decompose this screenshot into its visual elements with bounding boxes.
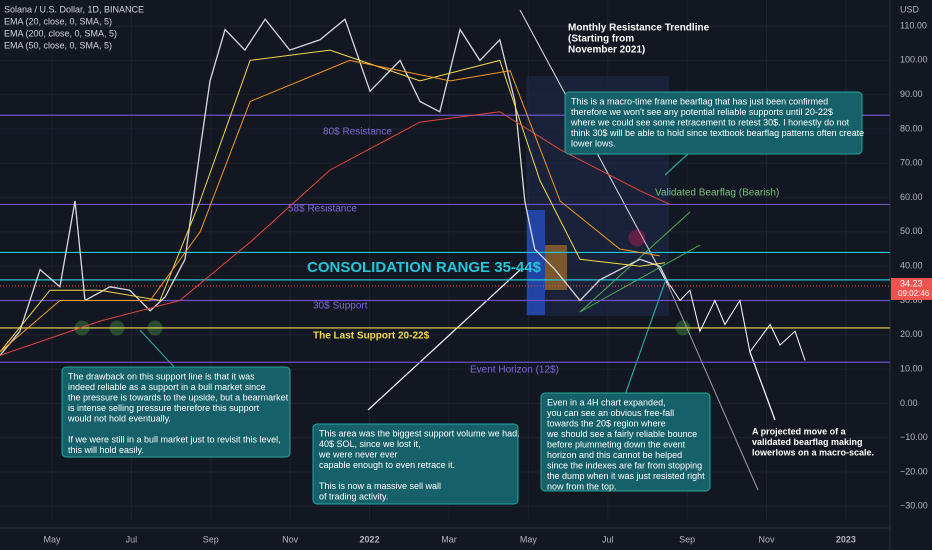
annotation-text: 40$ SOL, since we lost it, bbox=[319, 439, 421, 449]
x-tick-label: Jul bbox=[126, 534, 138, 544]
resistance-touch bbox=[628, 229, 646, 247]
y-tick-label: 60.00 bbox=[900, 192, 923, 202]
y-tick-label: 110.00 bbox=[900, 20, 927, 30]
annotation-text: would not hold eventually. bbox=[67, 413, 171, 423]
annotation-text: the dump when it was just resisted right bbox=[547, 471, 705, 481]
annotation-text: therefore we won't see any potential rel… bbox=[571, 107, 833, 117]
currency: USD bbox=[900, 4, 920, 14]
legend-entry: EMA (20, close, 0, SMA, 5) bbox=[4, 16, 112, 26]
bearflag-label: Validated Bearflag (Bearish) bbox=[655, 188, 779, 199]
x-tick-label: Nov bbox=[759, 534, 776, 544]
annotation-text: validated bearflag making bbox=[752, 437, 863, 447]
y-tick-label: 40.00 bbox=[900, 261, 923, 271]
annotation-text: This is a macro-time frame bearflag that… bbox=[571, 96, 828, 106]
y-tick-label: −20.00 bbox=[900, 466, 928, 476]
annotation-text: of trading activity. bbox=[319, 491, 388, 501]
level-label: 80$ Resistance bbox=[323, 127, 392, 138]
annotation-text: If we were still in a bull market just t… bbox=[68, 434, 281, 444]
x-tick-label: 2023 bbox=[836, 534, 856, 544]
annotation-text: This area was the biggest support volume… bbox=[319, 428, 520, 438]
arrow bbox=[749, 351, 776, 421]
legend-entry: Solana / U.S. Dollar, 1D, BINANCE bbox=[4, 4, 144, 14]
projection-line bbox=[669, 285, 806, 361]
annotation-text: now from the top. bbox=[547, 481, 617, 491]
x-tick-label: May bbox=[43, 534, 61, 544]
y-tick-label: −10.00 bbox=[900, 432, 928, 442]
annotation-text: horizon and this cannot be helped bbox=[547, 450, 682, 460]
annotation-text: is intense selling pressure therefore th… bbox=[68, 403, 260, 413]
annotation-text: lowerlows on a macro-scale. bbox=[752, 447, 874, 457]
annotation-text: the pressure is towards to the upside, b… bbox=[68, 392, 289, 402]
annotation-text: we were never ever bbox=[318, 449, 398, 459]
y-tick-label: 50.00 bbox=[900, 226, 923, 236]
annotation-text: towards the 20$ region where bbox=[547, 418, 666, 428]
last-price-tag bbox=[891, 277, 932, 300]
annotation-text: where we could see some retracement to r… bbox=[570, 117, 850, 127]
annotation-text: this will hold easily. bbox=[68, 445, 144, 455]
annotation-text: This is now a massive sell wall bbox=[319, 481, 441, 491]
countdown: 09:02:46 bbox=[898, 289, 930, 298]
series-line bbox=[0, 59, 660, 353]
arrow bbox=[367, 269, 521, 411]
x-tick-label: Mar bbox=[441, 534, 457, 544]
x-tick-label: Jul bbox=[602, 534, 614, 544]
y-tick-label: −30.00 bbox=[900, 501, 928, 511]
annotation-text: A projected move of a bbox=[752, 426, 847, 436]
annotation-text: you can see an obvious free-fall bbox=[547, 408, 674, 418]
annotation-box bbox=[564, 91, 863, 155]
annotation-box bbox=[61, 366, 291, 458]
x-tick-label: 2022 bbox=[360, 534, 380, 544]
level-label: 30$ Support bbox=[313, 301, 368, 312]
y-tick-label: 20.00 bbox=[900, 329, 923, 339]
y-tick-label: 90.00 bbox=[900, 89, 923, 99]
annotation-text: think 30$ will be able to hold since tex… bbox=[571, 128, 864, 138]
annotation-text: since the indexes are far from stopping bbox=[547, 460, 702, 470]
annotation-box bbox=[312, 423, 519, 505]
y-tick-label: 70.00 bbox=[900, 158, 923, 168]
y-tick-label: 80.00 bbox=[900, 123, 923, 133]
annotation-text: Even in a 4H chart expanded, bbox=[547, 397, 666, 407]
series-line bbox=[0, 111, 671, 356]
level-label: The Last Support 20-22$ bbox=[313, 331, 430, 342]
annotation-text: November 2021) bbox=[568, 45, 645, 56]
drop-line bbox=[667, 284, 759, 491]
annotation-text: Monthly Resistance Trendline bbox=[568, 23, 710, 34]
annotation-text: indeed reliable as a support in a bull m… bbox=[68, 382, 266, 392]
y-tick-label: 10.00 bbox=[900, 363, 923, 373]
annotation-text: The drawback on this support line is tha… bbox=[68, 371, 255, 381]
consolidation-label: CONSOLIDATION RANGE 35-44$ bbox=[307, 259, 542, 276]
x-tick-label: Sep bbox=[203, 534, 219, 544]
series-line bbox=[0, 49, 665, 353]
level-label: Event Horizon (12$) bbox=[470, 365, 559, 376]
last-price: 34.23 bbox=[900, 278, 923, 288]
annotation-text: we should see a fairly reliable bounce bbox=[546, 429, 697, 439]
level-label: 58$ Resistance bbox=[288, 204, 357, 215]
annotation-text: lower lows. bbox=[571, 138, 616, 148]
legend-entry: EMA (200, close, 0, SMA, 5) bbox=[4, 28, 117, 38]
x-tick-label: Nov bbox=[282, 534, 299, 544]
volume-profile bbox=[545, 245, 567, 290]
y-tick-label: 100.00 bbox=[900, 55, 928, 65]
x-tick-label: May bbox=[520, 534, 538, 544]
series-line bbox=[0, 18, 671, 356]
annotation-text: before plummeting down the event bbox=[547, 439, 686, 449]
annotation-box bbox=[540, 392, 711, 492]
annotation-text: capable enough to even retrace it. bbox=[319, 460, 455, 470]
arrow bbox=[664, 151, 691, 176]
x-tick-label: Sep bbox=[679, 534, 695, 544]
legend-entry: EMA (50, close, 0, SMA, 5) bbox=[4, 40, 112, 50]
annotation-text: (Starting from bbox=[568, 34, 634, 45]
y-tick-label: 0.00 bbox=[900, 398, 918, 408]
